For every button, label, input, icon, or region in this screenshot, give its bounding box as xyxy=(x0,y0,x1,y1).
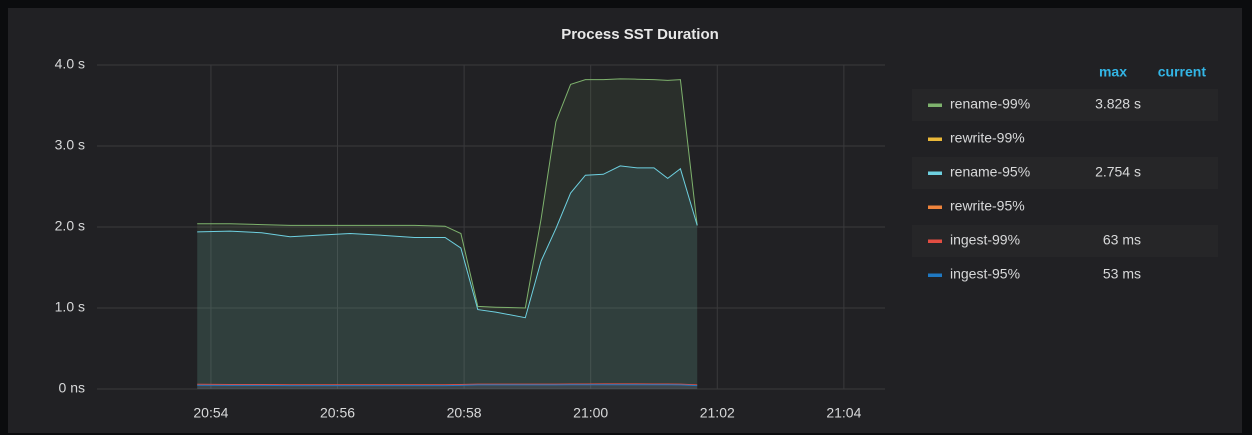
legend-max: 3.828 s xyxy=(1095,96,1141,112)
legend-header: max xyxy=(1099,64,1127,80)
legend-swatch xyxy=(928,103,942,107)
legend-name: ingest-99% xyxy=(950,232,1020,248)
legend-name: rewrite-99% xyxy=(950,130,1025,146)
x-tick-label: 20:58 xyxy=(447,405,482,421)
legend-header: current xyxy=(1158,64,1207,80)
series-line xyxy=(197,78,698,309)
legend-name: ingest-95% xyxy=(950,266,1020,282)
y-tick-label: 0 ns xyxy=(59,380,85,396)
x-tick-label: 21:02 xyxy=(700,405,735,421)
area-fill xyxy=(197,78,698,390)
legend-max: 2.754 s xyxy=(1095,164,1141,180)
legend-swatch xyxy=(928,171,942,175)
series-line xyxy=(197,165,698,319)
x-tick-label: 20:56 xyxy=(320,405,355,421)
legend-name: rename-95% xyxy=(950,164,1030,180)
legend-name: rewrite-95% xyxy=(950,198,1025,214)
x-tick-label: 21:04 xyxy=(826,405,861,421)
legend-name: rename-99% xyxy=(950,96,1030,112)
legend-swatch xyxy=(928,239,942,243)
x-tick-label: 21:00 xyxy=(573,405,608,421)
legend-max: 63 ms xyxy=(1103,232,1141,248)
y-tick-label: 3.0 s xyxy=(55,137,85,153)
y-tick-label: 1.0 s xyxy=(55,299,85,315)
y-tick-label: 4.0 s xyxy=(55,56,85,72)
series-line xyxy=(197,383,698,386)
legend-row xyxy=(912,225,1218,257)
area-fill xyxy=(197,165,698,389)
legend-swatch xyxy=(928,273,942,277)
legend-swatch xyxy=(928,205,942,209)
y-tick-label: 2.0 s xyxy=(55,218,85,234)
legend-max: 53 ms xyxy=(1103,266,1141,282)
panel-title: Process SST Duration xyxy=(561,26,719,43)
legend-row xyxy=(912,89,1218,121)
series-line xyxy=(197,384,698,387)
x-tick-label: 20:54 xyxy=(193,405,228,421)
legend-row xyxy=(912,157,1218,189)
legend-swatch xyxy=(928,137,942,141)
